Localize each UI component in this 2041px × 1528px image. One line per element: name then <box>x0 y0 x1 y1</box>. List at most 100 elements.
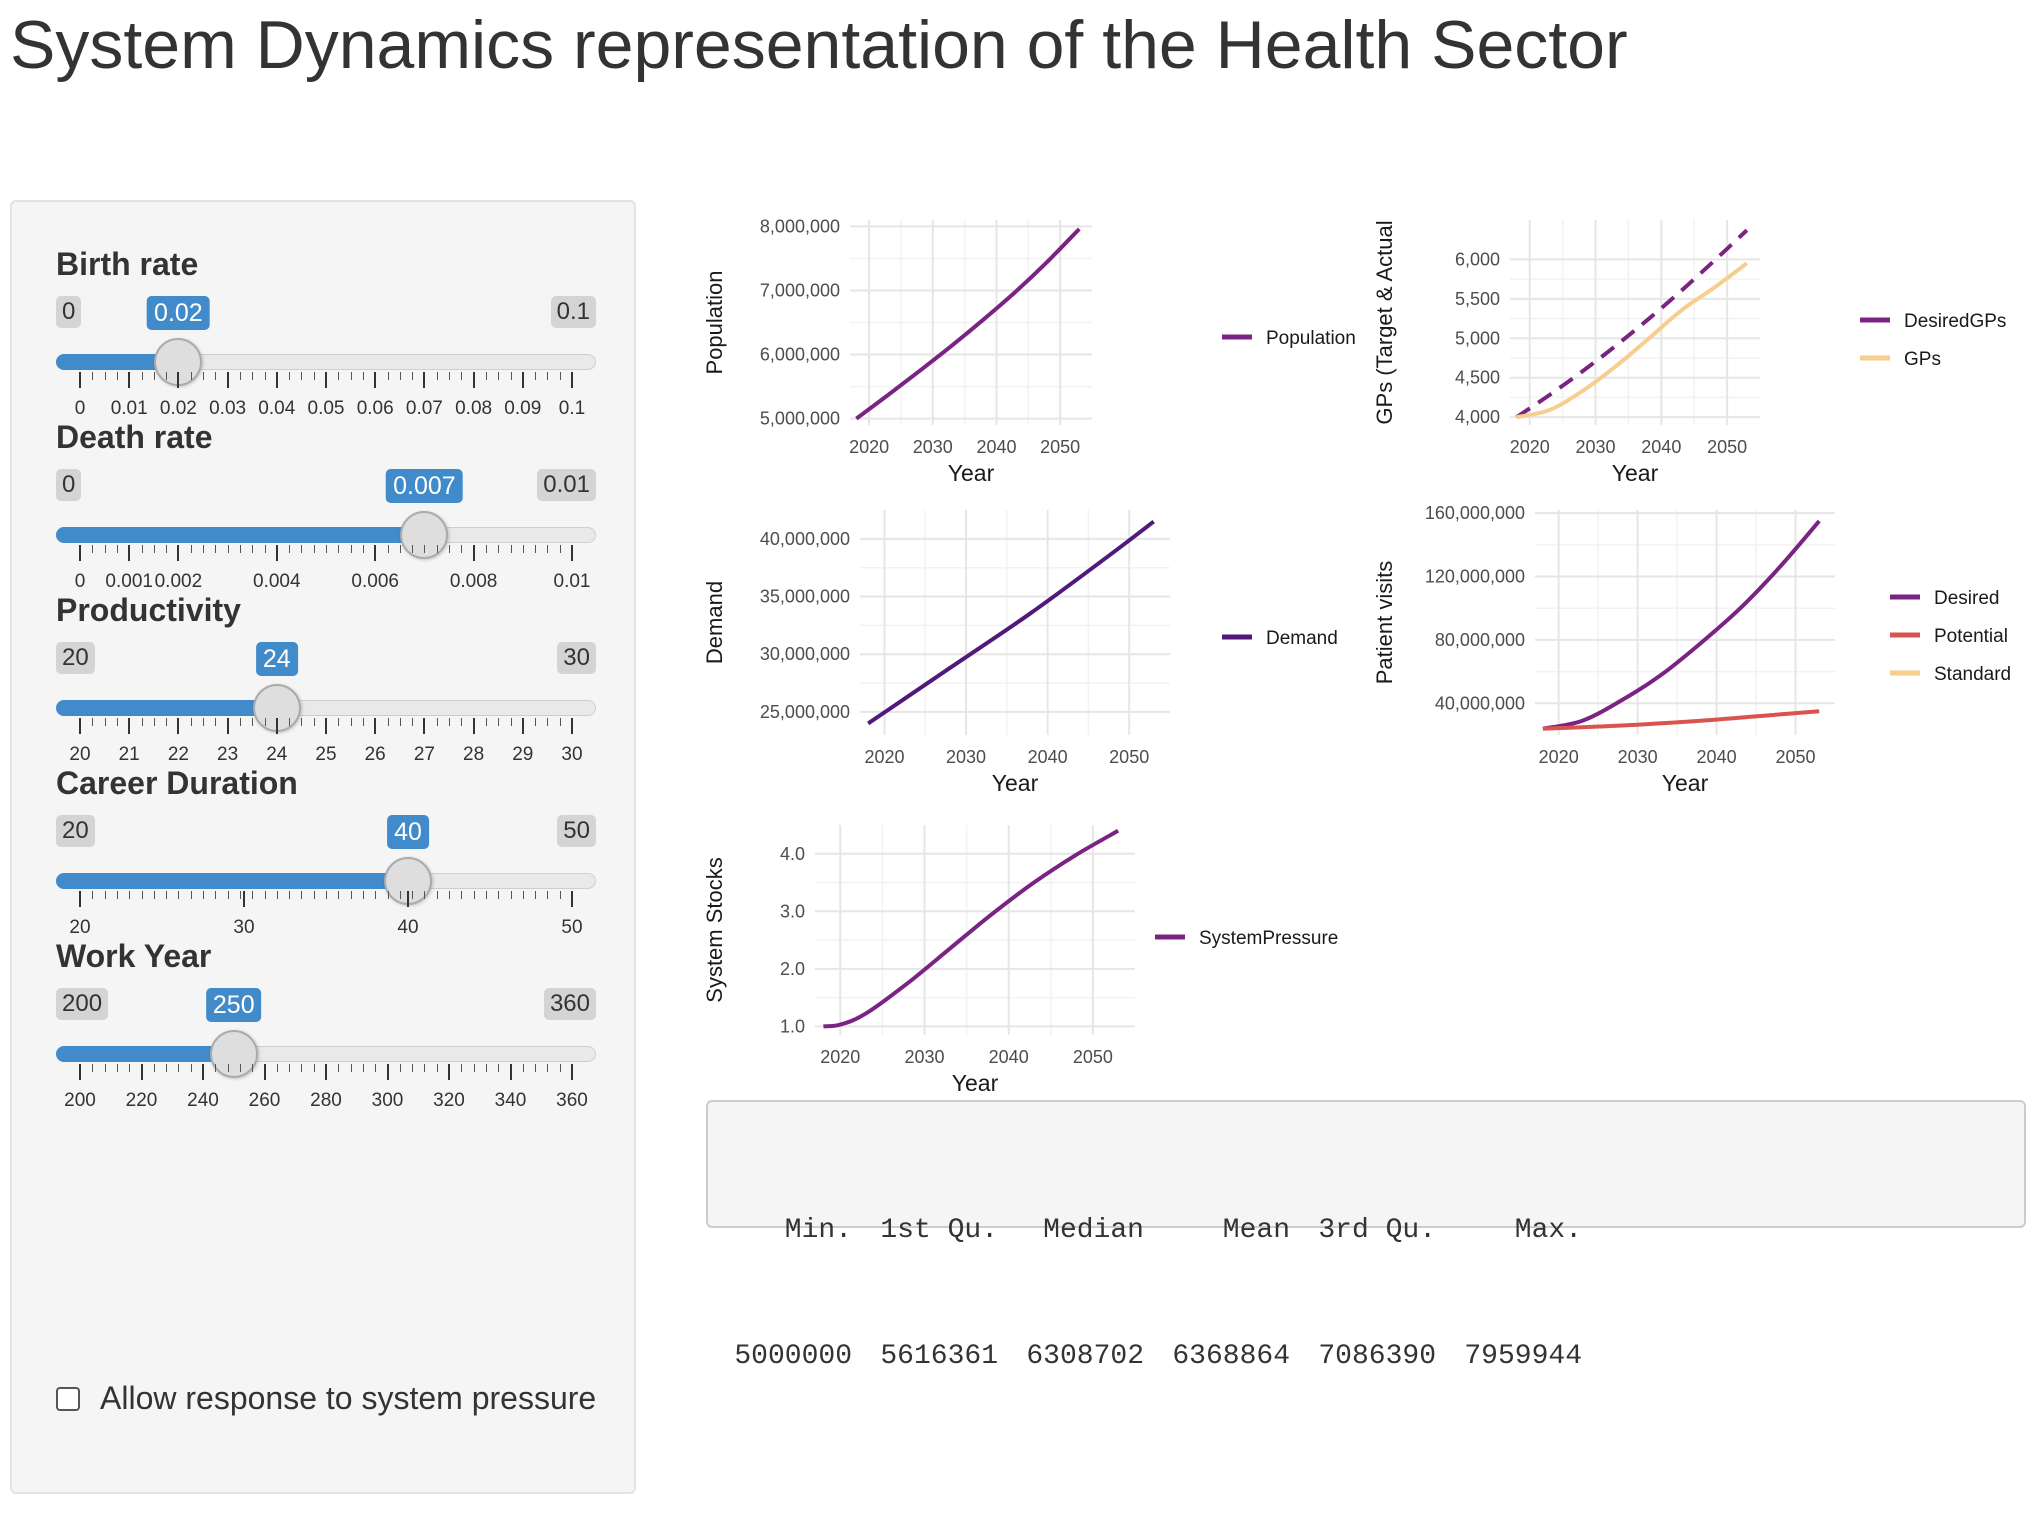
x-tick-label: 2050 <box>1776 747 1816 767</box>
summary-value-cell: 5616361 <box>880 1341 998 1372</box>
slider-tick-label: 0.006 <box>351 571 399 592</box>
x-tick-label: 2020 <box>1510 437 1550 457</box>
slider-tick-label: 340 <box>494 1090 527 1111</box>
slider-death-rate[interactable]: Death rate 0 0.01 0.007 0 0.001 0.002 0.004 0.00… <box>56 419 596 629</box>
slider-minor-tick <box>399 545 401 553</box>
y-tick-label: 4,000 <box>1455 407 1500 427</box>
sidebar-panel: Allow response to system pressure Birth … <box>10 200 636 1494</box>
system-pressure-checkbox[interactable] <box>56 1386 80 1411</box>
slider-minor-tick <box>387 545 389 553</box>
slider-minor-tick <box>461 891 463 899</box>
slider-minor-tick <box>215 718 217 726</box>
slider-minor-tick <box>313 718 315 726</box>
slider-minor-tick <box>227 891 229 899</box>
slider-major-tick <box>448 1064 450 1080</box>
slider-work-year[interactable]: Work Year 200 360 250 200 220 240 260 280 300 320 3… <box>56 938 596 1148</box>
slider-max-label: 0.1 <box>550 296 596 328</box>
slider-label: Career Duration <box>56 765 298 801</box>
slider-minor-tick <box>252 545 254 553</box>
legend-label-gps: GPs <box>1904 349 1941 370</box>
patient-visits-plot: 40,000,000 80,000,000 120,000,000 160,000,0… <box>1372 503 2011 796</box>
slider-minor-tick <box>338 545 340 553</box>
slider-career-duration[interactable]: Career Duration 20 50 40 20 30 40 50 <box>56 765 596 975</box>
x-tick-label: 2030 <box>1576 437 1616 457</box>
x-tick-label: 2020 <box>820 1047 860 1067</box>
legend-label-systempressure: SystemPressure <box>1199 928 1338 949</box>
summary-header-cell: 1st Qu. <box>880 1215 998 1246</box>
slider-major-tick <box>128 718 131 734</box>
slider-value-label: 0.007 <box>386 469 463 503</box>
slider-minor-tick <box>289 372 291 380</box>
slider-minor-tick <box>436 372 438 380</box>
slider-major-tick <box>571 1064 573 1080</box>
slider-handle[interactable] <box>400 511 449 559</box>
slider-minor-tick <box>166 545 168 553</box>
slider-tick-label: 0.01 <box>110 398 148 419</box>
slider-major-tick <box>521 372 524 388</box>
slider-major-tick <box>177 545 180 561</box>
slider-minor-tick <box>547 891 549 899</box>
slider-birth-rate[interactable]: Birth rate 0 0.1 0.02 0 0.01 0.02 0.03 0.04 0.05 0… <box>56 246 596 456</box>
slider-handle[interactable] <box>209 1030 258 1078</box>
summary-header-cell: Mean <box>1222 1215 1290 1246</box>
slider-minor-tick <box>338 891 340 899</box>
slider-minor-tick <box>166 372 168 380</box>
legend-label-standard: Standard <box>1934 664 2011 685</box>
slider-minor-tick <box>559 718 561 726</box>
slider-major-tick <box>140 1064 143 1080</box>
slider-fill-bar <box>56 354 179 370</box>
plot-panel <box>1510 220 1760 425</box>
slider-major-tick <box>128 545 131 561</box>
slider-productivity[interactable]: Productivity 20 30 24 20 21 22 23 24 25 26 27 28 29 30 <box>56 592 596 802</box>
slider-minor-tick <box>461 1064 463 1072</box>
slider-minor-tick <box>485 891 487 899</box>
slider-tick-label: 0.02 <box>159 398 197 419</box>
population-plot: 5,000,000 6,000,000 7,000,000 8,000,000 2020… <box>702 216 1356 486</box>
y-tick-label: 5,000,000 <box>760 409 840 429</box>
x-tick-label: 2050 <box>1707 437 1747 457</box>
slider-max-label: 360 <box>543 988 596 1020</box>
system-pressure-checkbox-row[interactable]: Allow response to system pressure <box>56 1380 596 1417</box>
y-tick-label: 3.0 <box>780 901 805 921</box>
slider-minor-tick <box>412 718 414 726</box>
slider-tick-label: 0.03 <box>209 398 247 419</box>
slider-minor-tick <box>375 1064 377 1072</box>
series-line-desiredgps <box>1515 228 1749 419</box>
slider-minor-tick <box>424 891 426 899</box>
slider-major-tick <box>325 718 327 734</box>
slider-minor-tick <box>399 372 401 380</box>
slider-tick-label: 300 <box>371 1090 404 1111</box>
slider-minor-tick <box>510 372 512 380</box>
x-tick-label: 2040 <box>1028 747 1068 767</box>
summary-value-cell: 5000000 <box>734 1341 852 1372</box>
legend-label-demand: Demand <box>1266 628 1338 649</box>
slider-minor-tick <box>535 718 537 726</box>
slider-minor-tick <box>116 545 118 553</box>
y-tick-label: 160,000,000 <box>1425 503 1525 523</box>
slider-minor-tick <box>289 1064 291 1072</box>
slider-label: Productivity <box>56 592 241 628</box>
slider-tick-label: 28 <box>463 744 485 765</box>
slider-major-tick <box>275 372 278 388</box>
slider-minor-tick <box>473 891 475 899</box>
slider-minor-tick <box>547 718 549 726</box>
slider-minor-tick <box>141 891 143 899</box>
y-axis-label: Population <box>702 271 727 375</box>
slider-minor-tick <box>350 372 352 380</box>
plot-panel <box>1535 510 1835 735</box>
slider-minor-tick <box>350 891 352 899</box>
slider-minor-tick <box>264 545 266 553</box>
slider-minor-tick <box>412 372 414 380</box>
x-axis-label: Year <box>992 770 1039 796</box>
slider-minor-tick <box>178 891 180 899</box>
slider-fill-bar <box>56 1046 234 1062</box>
slider-fill-bar <box>56 527 425 543</box>
slider-max-label: 0.01 <box>537 469 596 501</box>
slider-minor-tick <box>166 891 168 899</box>
slider-minor-tick <box>449 545 450 553</box>
slider-minor-tick <box>141 718 143 726</box>
slider-minor-tick <box>522 891 524 899</box>
slider-tick-label: 26 <box>364 744 386 765</box>
slider-value-label: 40 <box>387 815 429 849</box>
slider-minor-tick <box>350 1064 352 1072</box>
